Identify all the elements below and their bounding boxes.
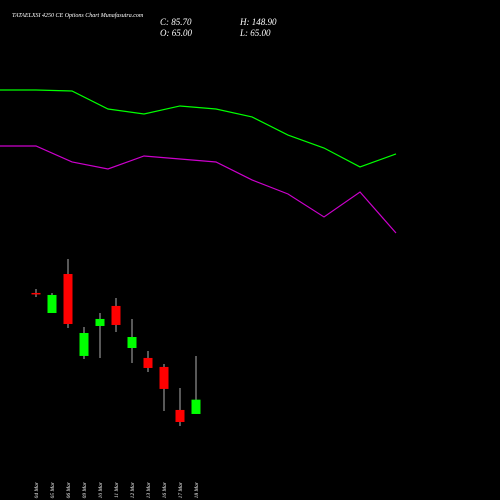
candle-body (47, 294, 57, 314)
candle-body (31, 292, 41, 295)
close-label: C: 85.70 (160, 17, 192, 27)
x-tick-label: 04 Mar (33, 481, 40, 498)
x-tick-label: 11 Mar (114, 481, 120, 498)
indicator-line (0, 89, 397, 168)
x-tick-label: 13 Mar (146, 481, 152, 498)
x-tick-label: 18 Mar (194, 481, 200, 498)
open-label: O: 65.00 (160, 28, 192, 38)
high-label: H: 148.90 (239, 17, 277, 27)
candle-body (95, 318, 105, 327)
x-tick-label: 16 Mar (162, 481, 168, 498)
candle-body (175, 409, 185, 422)
candle-body (159, 366, 169, 389)
candle-body (127, 337, 137, 348)
candle-body (111, 305, 121, 325)
low-label: L: 65.00 (239, 28, 271, 38)
candle-body (79, 332, 89, 356)
x-tick-label: 17 Mar (178, 481, 184, 498)
x-tick-label: 10 Mar (98, 481, 104, 498)
candle-body (191, 399, 201, 414)
indicator-line (0, 145, 397, 234)
x-tick-label: 05 Mar (50, 481, 56, 498)
candle-body (143, 357, 153, 368)
chart-title: TATAELXSI 4250 CE Options Chart Munafasu… (12, 12, 144, 19)
candle-body (63, 274, 73, 325)
x-tick-label: 12 Mar (130, 481, 136, 498)
x-tick-label: 06 Mar (66, 481, 72, 498)
x-tick-label: 09 Mar (82, 481, 88, 498)
